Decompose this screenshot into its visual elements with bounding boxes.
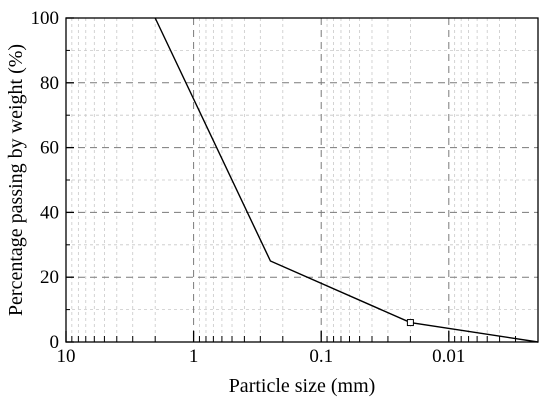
major-grid <box>66 18 538 342</box>
series-layer <box>154 17 539 343</box>
plot-frame <box>65 17 539 343</box>
x-tick-label: 1 <box>189 346 199 367</box>
y-tick-label: 60 <box>40 138 59 159</box>
y-tick-label: 20 <box>40 267 59 288</box>
data-point-marker <box>406 319 414 327</box>
x-tick-label: 10 <box>57 346 76 367</box>
y-axis-title: Percentage passing by weight (%) <box>5 44 27 316</box>
y-tick-label: 80 <box>40 73 59 94</box>
minor-grid <box>66 18 539 342</box>
gradation-curve <box>154 17 539 343</box>
x-tick-label: 0.1 <box>309 346 333 367</box>
x-axis-title: Particle size (mm) <box>229 375 376 397</box>
y-tick-label: 40 <box>40 202 59 223</box>
y-tick-label: 0 <box>50 332 60 353</box>
x-tick-label: 0.01 <box>432 346 465 367</box>
y-tick-label: 100 <box>31 8 60 29</box>
tick-labels: 10 1 0.1 0.01 0 20 40 60 80 100 <box>31 8 466 367</box>
